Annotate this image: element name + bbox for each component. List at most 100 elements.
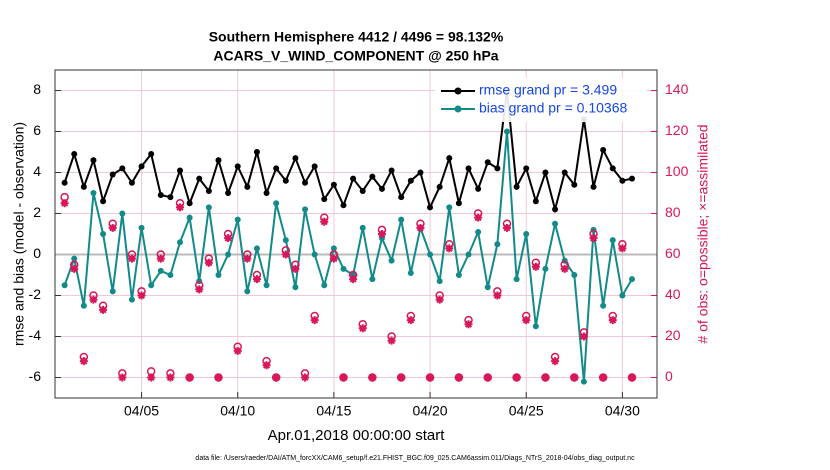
legend-label: rmse grand pr = 3.499 — [479, 82, 617, 98]
point — [609, 237, 616, 244]
obs-assimilated — [599, 373, 608, 382]
point — [542, 265, 549, 272]
point — [600, 146, 607, 153]
y-tick-label: 4 — [33, 163, 41, 179]
obs-assimilated — [502, 223, 511, 232]
point — [465, 165, 472, 172]
point — [600, 302, 607, 309]
point — [109, 288, 116, 295]
point — [302, 206, 309, 213]
point — [503, 128, 510, 135]
point — [80, 302, 87, 309]
point — [215, 272, 222, 278]
point — [378, 185, 385, 192]
obs-assimilated — [233, 346, 242, 355]
point — [157, 267, 164, 274]
x-tick-label: 04/30 — [605, 403, 640, 419]
point — [253, 149, 260, 155]
point — [80, 183, 87, 190]
point — [619, 292, 626, 299]
point — [523, 165, 530, 172]
chart-title: Southern Hemisphere 4412 / 4496 = 98.132… — [209, 29, 504, 45]
y-tick-label: 8 — [33, 81, 41, 97]
point — [253, 245, 260, 252]
point — [388, 257, 395, 264]
point — [407, 177, 414, 184]
obs-assimilated — [252, 275, 261, 284]
point — [205, 187, 212, 194]
obs-assimilated — [301, 373, 310, 382]
point — [61, 282, 68, 289]
y2-tick-label: 140 — [665, 81, 689, 97]
obs-assimilated — [339, 373, 348, 382]
footnote: data file: /Users/raeder/DAI/ATM_forcXX/… — [195, 455, 635, 462]
point — [359, 187, 366, 194]
x-tick-label: 04/10 — [220, 403, 255, 419]
obs-assimilated — [320, 217, 329, 226]
point — [215, 157, 222, 164]
obs-assimilated — [541, 373, 550, 382]
point — [186, 214, 193, 221]
point — [532, 198, 539, 205]
point — [148, 151, 155, 158]
obs-assimilated — [156, 254, 165, 263]
point — [263, 282, 270, 289]
obs-assimilated — [262, 361, 271, 370]
point — [157, 192, 164, 199]
point — [513, 276, 520, 283]
chart-subtitle: ACARS_V_WIND_COMPONENT @ 250 hPa — [213, 48, 498, 64]
point — [552, 206, 559, 213]
obs-assimilated — [185, 373, 194, 382]
point — [330, 245, 337, 252]
legend-label: bias grand pr = 0.10368 — [479, 100, 627, 116]
point — [177, 167, 184, 174]
point — [138, 224, 145, 231]
obs-assimilated — [618, 244, 627, 253]
point — [321, 282, 328, 289]
point — [417, 169, 424, 176]
point — [90, 157, 97, 164]
obs-assimilated — [627, 373, 636, 382]
point — [234, 163, 241, 170]
point — [340, 265, 347, 272]
point — [369, 173, 376, 180]
point — [494, 241, 501, 248]
obs-assimilated — [272, 373, 281, 382]
obs-assimilated — [512, 373, 521, 382]
point — [571, 272, 578, 278]
obs-assimilated — [387, 336, 396, 345]
point — [359, 224, 366, 231]
point — [455, 272, 462, 278]
point — [186, 200, 193, 207]
point — [494, 165, 501, 172]
obs-assimilated — [310, 316, 319, 325]
point — [100, 231, 107, 237]
point — [119, 210, 126, 217]
point — [523, 231, 530, 237]
point — [71, 255, 78, 262]
y-tick-label: 0 — [33, 245, 41, 261]
point — [590, 183, 597, 190]
obs-assimilated — [377, 230, 386, 238]
obs-assimilated — [89, 295, 98, 304]
point — [302, 179, 309, 186]
point — [292, 284, 299, 291]
obs-assimilated — [570, 373, 579, 382]
obs-assimilated — [406, 316, 415, 325]
obs-assimilated — [464, 320, 473, 329]
point — [273, 200, 280, 207]
obs-assimilated — [522, 316, 531, 325]
point — [282, 237, 289, 244]
obs-assimilated — [426, 373, 435, 382]
obs-assimilated — [589, 234, 598, 243]
point — [369, 276, 376, 283]
x-tick-label: 04/25 — [509, 403, 544, 419]
obs-assimilated — [551, 357, 560, 366]
obs-assimilated — [416, 223, 425, 232]
point — [61, 179, 68, 186]
obs-assimilated — [147, 373, 156, 382]
obs-assimilated — [579, 332, 588, 341]
point — [407, 269, 414, 276]
point — [225, 251, 232, 258]
